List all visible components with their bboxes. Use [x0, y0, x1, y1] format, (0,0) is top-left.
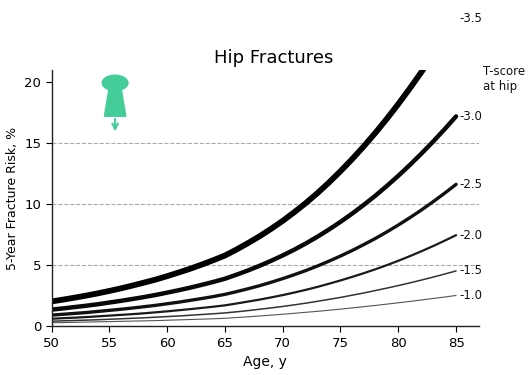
Text: -3.0: -3.0	[459, 110, 483, 123]
Y-axis label: 5-Year Fracture Risk, %: 5-Year Fracture Risk, %	[5, 127, 19, 270]
Text: -2.5: -2.5	[459, 178, 483, 191]
Polygon shape	[105, 91, 126, 116]
Text: -1.5: -1.5	[459, 264, 483, 278]
Title: Hip Fractures: Hip Fractures	[214, 49, 333, 67]
X-axis label: Age, y: Age, y	[243, 356, 287, 369]
Text: -1.0: -1.0	[459, 289, 483, 302]
Text: -2.0: -2.0	[459, 229, 483, 242]
Text: T-score
at hip: T-score at hip	[484, 65, 526, 93]
Circle shape	[102, 75, 128, 91]
Text: -3.5: -3.5	[459, 12, 483, 25]
